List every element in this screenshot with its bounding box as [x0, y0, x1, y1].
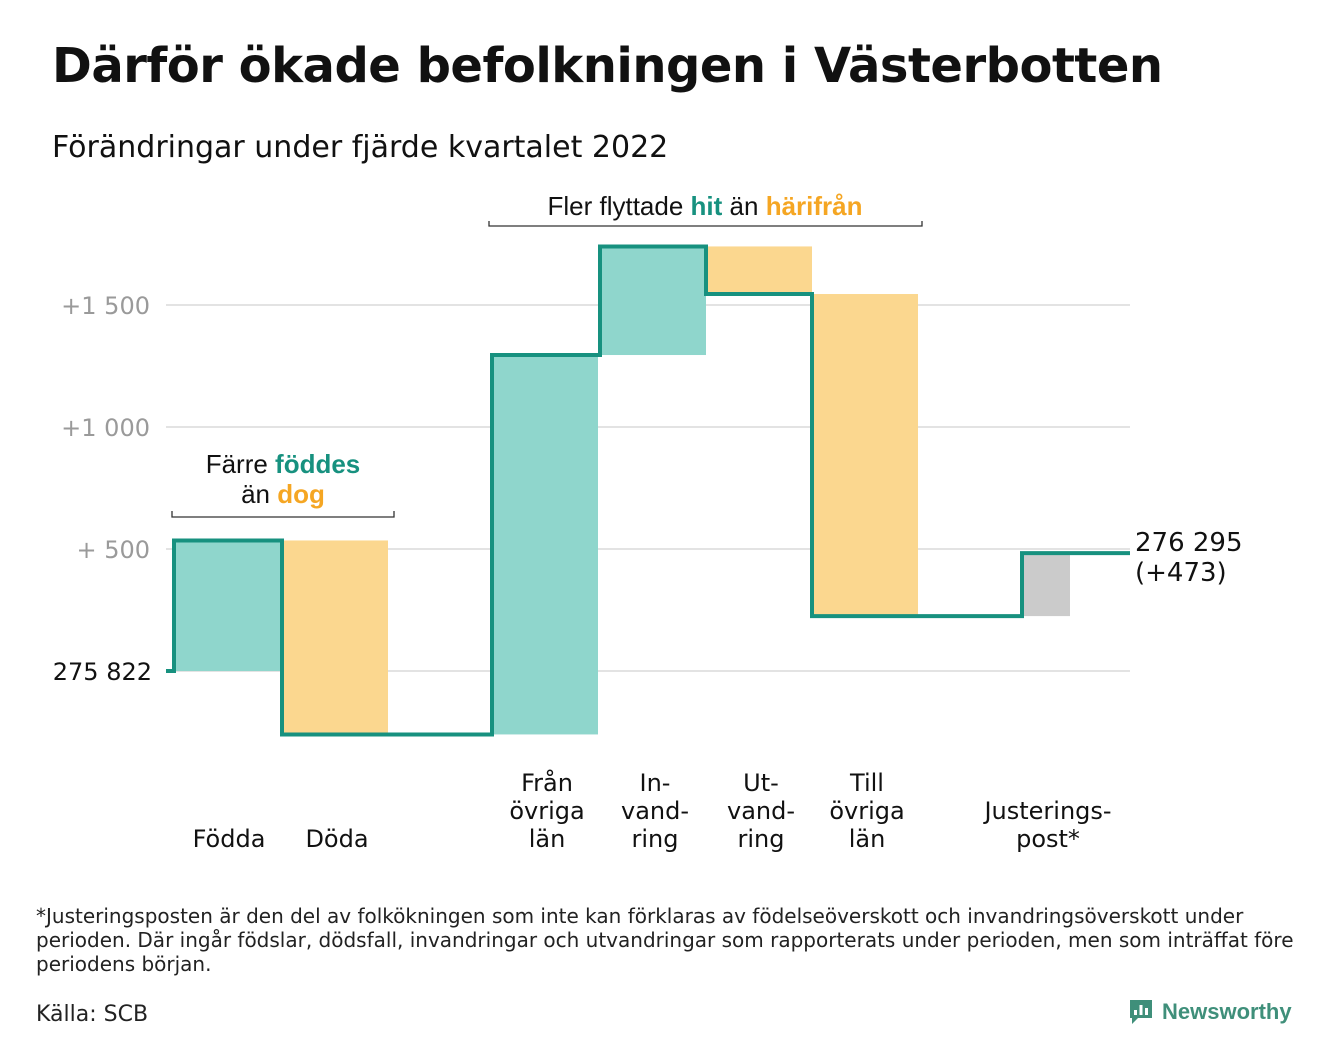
migration-annotation-text: Fler flyttade hit än härifrån [547, 191, 862, 221]
bar-inflow [492, 355, 598, 735]
chart-subtitle: Förändringar under fjärde kvartalet 2022 [52, 130, 669, 165]
births-annotation: Färre föddes än dog [171, 449, 395, 518]
source-note: Källa: SCB [36, 1002, 149, 1027]
x-category-label: Födda [193, 825, 266, 853]
brand-logo[interactable]: Newsworthy [1128, 998, 1292, 1026]
births-annotation-bracket [171, 511, 395, 518]
x-category-label: övriga [829, 797, 904, 825]
newsworthy-logo-icon [1130, 1000, 1152, 1024]
bar-inflow [174, 540, 280, 671]
bar-outflow [812, 294, 918, 617]
x-category-label: Till [849, 769, 884, 797]
x-category-label: övriga [509, 797, 584, 825]
migration-annotation-bracket [488, 221, 923, 227]
migration-annotation: Fler flyttade hit än härifrån [488, 191, 923, 227]
y-tick-label: + 500 [76, 536, 150, 564]
footnote: *Justeringsposten är den del av folkökni… [36, 904, 1294, 976]
x-category-label: vand- [727, 797, 795, 825]
x-category-label: Ut- [743, 769, 779, 797]
x-category-label: In- [640, 769, 671, 797]
x-category-label: post* [1016, 825, 1080, 853]
waterfall-step-line [166, 244, 1130, 737]
x-category-label: Döda [305, 825, 368, 853]
step-lines [166, 244, 1130, 737]
x-category-label: län [849, 825, 886, 853]
end-value-label: 276 295 [1135, 528, 1243, 558]
baseline-label: 275 822 [53, 658, 152, 686]
brand-name: Newsworthy [1162, 999, 1292, 1024]
bar-outflow [282, 540, 388, 735]
x-category-label: Justerings- [982, 797, 1111, 825]
end-change-label: (+473) [1135, 558, 1227, 588]
bars [174, 246, 1070, 735]
chart-title: Därför ökade befolkningen i Västerbotten [52, 38, 1163, 94]
bar-inflow [600, 246, 706, 356]
x-category-label: Från [521, 768, 573, 797]
x-category-label: vand- [621, 797, 689, 825]
x-category-label: län [529, 825, 566, 853]
births-annotation-line1: Färre föddes [206, 449, 361, 479]
births-annotation-line2: än dog [241, 479, 325, 509]
x-category-label: ring [738, 825, 785, 853]
x-category-label: ring [632, 825, 679, 853]
y-tick-label: +1 500 [61, 292, 150, 320]
bar-outflow [706, 246, 812, 295]
y-tick-label: +1 000 [61, 414, 150, 442]
bar-adjustment [1022, 553, 1070, 617]
